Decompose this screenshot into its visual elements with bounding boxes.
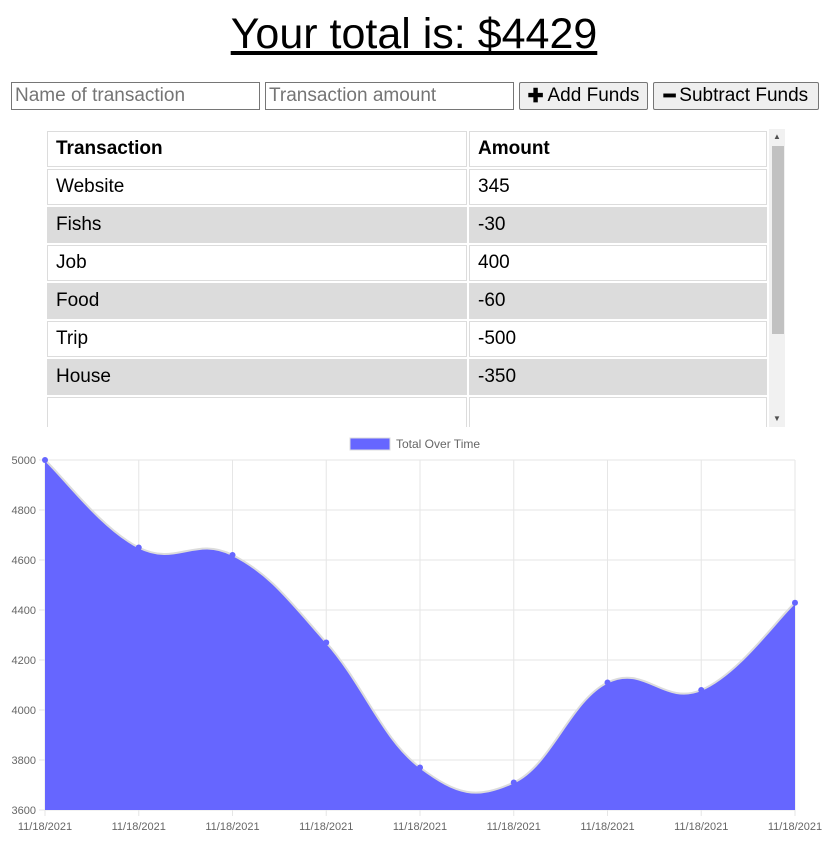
legend-swatch [349,437,391,451]
data-point [135,544,142,551]
table-row: Website 345 [47,169,767,205]
data-point [604,679,611,686]
transaction-amount-cell: 345 [469,169,767,205]
y-tick-label: 4200 [12,655,36,667]
chart-points [42,457,798,786]
subtract-funds-label: Subtract Funds [679,85,809,106]
transaction-amount-cell: -30 [469,207,767,243]
add-funds-button[interactable]: ✚ Add Funds [519,82,648,110]
data-point [510,779,517,786]
x-tick-label: 11/18/2021 [580,821,634,833]
x-tick-label: 11/18/2021 [299,821,353,833]
table-row: Food -60 [47,283,767,319]
scroll-down-arrow-icon[interactable]: ▼ [773,414,781,423]
data-point [698,687,705,693]
y-tick-label: 5000 [12,455,36,467]
table-row [47,397,767,427]
chart-legend[interactable]: Total Over Time [349,437,480,451]
legend-label: Total Over Time [396,437,480,451]
column-header-amount: Amount [469,131,767,167]
y-tick-label: 3800 [12,755,36,767]
table-row: Fishs -30 [47,207,767,243]
x-tick-label: 11/18/2021 [18,821,72,833]
y-tick-label: 4000 [12,705,36,717]
x-tick-label: 11/18/2021 [112,821,166,833]
table-row: House -350 [47,359,767,395]
transaction-name-cell [47,397,467,427]
x-tick-label: 11/18/2021 [674,821,728,833]
transaction-amount-cell: -60 [469,283,767,319]
transaction-amount-cell: -500 [469,321,767,357]
transaction-amount-input[interactable] [265,82,514,110]
x-tick-label: 11/18/2021 [768,821,822,833]
transactions-table: Transaction Amount Website 345 Fishs -30… [45,129,769,427]
x-tick-label: 11/18/2021 [393,821,447,833]
data-point [42,457,48,463]
y-axis-ticks: 3600 3800 4000 4200 4400 4600 4800 5000 [12,455,36,817]
y-tick-label: 4400 [12,605,36,617]
minus-icon: ━ [663,85,676,107]
x-tick-label: 11/18/2021 [205,821,259,833]
data-point [323,639,330,646]
transaction-amount-cell: -350 [469,359,767,395]
total-heading: Your total is: $4429 [230,10,598,58]
transaction-name-cell: House [47,359,467,395]
x-axis-ticks: 11/18/2021 11/18/2021 11/18/2021 11/18/2021… [18,821,822,833]
total-over-time-chart: 3600 3800 4000 4200 4400 4600 4800 5000 11/18/2… [12,437,823,833]
y-tick-label: 4800 [12,505,36,517]
transaction-name-input[interactable] [11,82,260,110]
data-point [792,599,798,606]
plus-icon: ✚ [527,85,544,107]
x-tick-label: 11/18/2021 [487,821,541,833]
transaction-amount-cell: 400 [469,245,767,281]
transaction-name-cell: Website [47,169,467,205]
table-header-row: Transaction Amount [47,131,767,167]
y-tick-label: 3600 [12,805,36,817]
subtract-funds-button[interactable]: ━ Subtract Funds [653,82,819,110]
table-scrollbar[interactable]: ▲ ▼ [769,129,785,427]
y-tick-label: 4600 [12,555,36,567]
area-fill [45,460,795,810]
transactions-table-container[interactable]: Transaction Amount Website 345 Fishs -30… [45,129,785,427]
transaction-name-cell: Food [47,283,467,319]
scroll-up-arrow-icon[interactable]: ▲ [773,132,781,141]
scrollbar-thumb[interactable] [772,146,784,334]
data-point [229,552,236,558]
data-point [417,764,423,771]
table-row: Trip -500 [47,321,767,357]
add-funds-label: Add Funds [547,85,640,106]
transaction-amount-cell [469,397,767,427]
table-row: Job 400 [47,245,767,281]
transaction-name-cell: Fishs [47,207,467,243]
transaction-name-cell: Job [47,245,467,281]
transaction-name-cell: Trip [47,321,467,357]
column-header-transaction: Transaction [47,131,467,167]
